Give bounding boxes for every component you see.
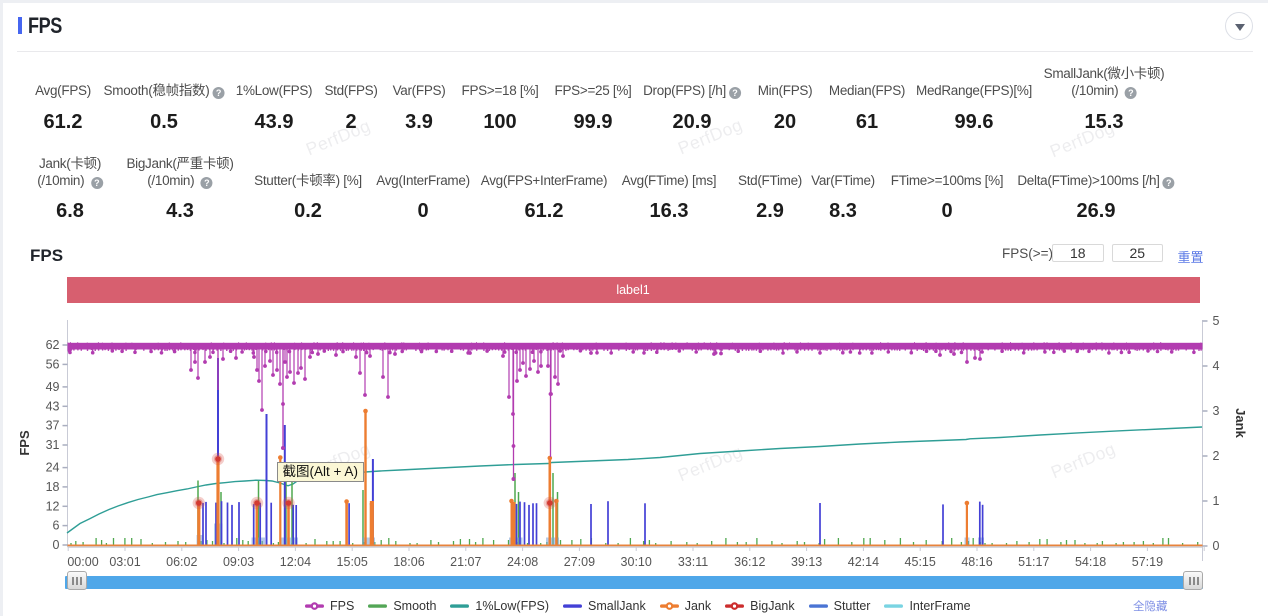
svg-text:57:19: 57:19: [1132, 555, 1163, 569]
svg-text:24:08: 24:08: [507, 555, 538, 569]
svg-text:27:09: 27:09: [564, 555, 595, 569]
svg-text:3: 3: [1213, 404, 1220, 418]
svg-text:18: 18: [46, 480, 60, 494]
svg-text:12: 12: [46, 499, 60, 513]
svg-text:56: 56: [46, 357, 60, 371]
svg-text:FPS: FPS: [17, 430, 32, 456]
svg-text:09:03: 09:03: [223, 555, 254, 569]
svg-text:00:00: 00:00: [67, 555, 98, 569]
svg-text:39:13: 39:13: [791, 555, 822, 569]
svg-text:24: 24: [46, 461, 60, 475]
svg-text:1: 1: [1213, 494, 1220, 508]
svg-text:21:07: 21:07: [450, 555, 481, 569]
svg-text:33:11: 33:11: [678, 555, 708, 569]
svg-text:62: 62: [46, 338, 60, 352]
svg-text:03:01: 03:01: [109, 555, 140, 569]
svg-text:4: 4: [1213, 359, 1220, 373]
svg-text:45:15: 45:15: [905, 555, 936, 569]
svg-text:5: 5: [1213, 314, 1220, 328]
svg-text:6: 6: [53, 519, 60, 533]
svg-text:49: 49: [46, 380, 60, 394]
svg-text:48:16: 48:16: [961, 555, 992, 569]
svg-text:18:06: 18:06: [393, 555, 424, 569]
svg-text:54:18: 54:18: [1075, 555, 1106, 569]
svg-text:31: 31: [46, 438, 60, 452]
svg-text:12:04: 12:04: [280, 555, 311, 569]
svg-text:30:10: 30:10: [621, 555, 652, 569]
svg-text:43: 43: [46, 399, 60, 413]
svg-text:0: 0: [53, 538, 60, 552]
svg-text:Jank: Jank: [1233, 408, 1248, 438]
svg-text:06:02: 06:02: [166, 555, 197, 569]
svg-text:42:14: 42:14: [848, 555, 879, 569]
svg-text:37: 37: [46, 419, 60, 433]
svg-text:2: 2: [1213, 449, 1220, 463]
svg-text:0: 0: [1213, 539, 1220, 553]
svg-text:15:05: 15:05: [337, 555, 368, 569]
svg-text:36:12: 36:12: [734, 555, 765, 569]
svg-text:51:17: 51:17: [1018, 555, 1049, 569]
